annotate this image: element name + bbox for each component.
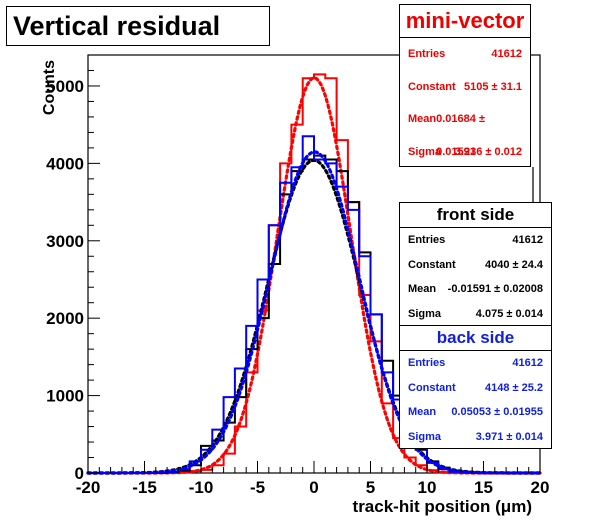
- x-tick-label: 15: [474, 478, 493, 497]
- stats-title: mini-vector: [400, 5, 530, 38]
- x-tick-label: 10: [418, 478, 437, 497]
- y-tick-label: 0: [75, 464, 84, 483]
- stats-value: 41612: [512, 234, 543, 246]
- back-side-stats-box: back side Entries 41612 Constant 4148 ± 25…: [399, 325, 552, 449]
- x-tick-label: -5: [250, 478, 265, 497]
- stats-value: 4148 ± 25.2: [484, 381, 543, 394]
- stats-value: 3.236 ± 0.012: [454, 145, 522, 158]
- blue-series-fit-curve: [86, 150, 542, 475]
- stats-label: Mean: [408, 113, 437, 125]
- stats-value: 41612: [491, 48, 522, 60]
- x-axis-label: track-hit position (μm): [353, 497, 532, 516]
- stats-value: 4040 ± 24.4: [484, 258, 543, 271]
- stats-label: Constant: [408, 258, 456, 271]
- stats-row: Sigma 3.236 ± 0.012: [400, 136, 530, 169]
- stats-value: -0.01591 ± 0.02008: [447, 283, 543, 295]
- x-tick-label: -20: [76, 478, 101, 497]
- stats-value: 4.075 ± 0.014: [475, 307, 543, 320]
- y-tick-label: 2000: [46, 309, 84, 328]
- y-tick-label: 5000: [46, 77, 84, 96]
- chart-title: Vertical residual: [6, 6, 270, 46]
- stats-value: 0.01684 ± 0.01591: [436, 113, 485, 158]
- stats-title: back side: [400, 326, 551, 351]
- stats-label: Constant: [408, 381, 456, 394]
- stats-row: Entries 41612: [400, 351, 551, 376]
- y-tick-label: 1000: [46, 387, 84, 406]
- stats-value: 3.971 ± 0.014: [475, 430, 543, 443]
- y-axis-label: Counts: [41, 60, 58, 115]
- y-tick-label: 4000: [46, 154, 84, 173]
- x-tick-label: 20: [531, 478, 550, 497]
- x-tick-label: -10: [189, 478, 214, 497]
- stats-row: Sigma 3.971 ± 0.014: [400, 425, 551, 450]
- x-tick-label: -15: [132, 478, 157, 497]
- stats-row: Mean 0.05053 ± 0.01955: [400, 400, 551, 425]
- stats-title: front side: [400, 203, 551, 228]
- stats-row: Entries 41612: [400, 38, 530, 71]
- stats-label: Constant: [408, 80, 456, 93]
- mini-vector-stats-box: mini-vector Entries 41612 Constant 5105 ± …: [399, 4, 531, 167]
- y-tick-label: 3000: [46, 232, 84, 251]
- stats-label: Mean: [408, 406, 437, 418]
- front-side-stats-box: front side Entries 41612 Constant 4040 ± 2…: [399, 202, 552, 326]
- stats-row: Sigma 4.075 ± 0.014: [400, 302, 551, 327]
- stats-label: Mean: [408, 283, 437, 295]
- stats-value: 0.05053 ± 0.01955: [451, 406, 543, 418]
- stats-row: Constant 4148 ± 25.2: [400, 376, 551, 401]
- x-tick-label: 5: [366, 478, 375, 497]
- stats-row: Entries 41612: [400, 228, 551, 253]
- stats-label: Sigma: [408, 307, 442, 320]
- stats-label: Entries: [408, 357, 446, 369]
- stats-value: 41612: [512, 357, 543, 369]
- stats-value: 5105 ± 31.1: [463, 80, 522, 93]
- stats-row: Mean 0.01684 ± 0.01591: [400, 103, 530, 158]
- stats-label: Entries: [408, 234, 446, 246]
- axis-layer: -20 -15 -10 -5 0 5 10 15 20 0 1000 2000 3000 4000 5000: [46, 54, 550, 497]
- stats-row: Mean -0.01591 ± 0.02008: [400, 277, 551, 302]
- stats-label: Entries: [408, 48, 446, 60]
- stats-label: Sigma: [408, 430, 442, 443]
- stats-row: Constant 5105 ± 31.1: [400, 71, 530, 104]
- stats-label: Sigma: [408, 145, 442, 158]
- x-tick-label: 0: [309, 478, 318, 497]
- stats-row: Constant 4040 ± 24.4: [400, 253, 551, 278]
